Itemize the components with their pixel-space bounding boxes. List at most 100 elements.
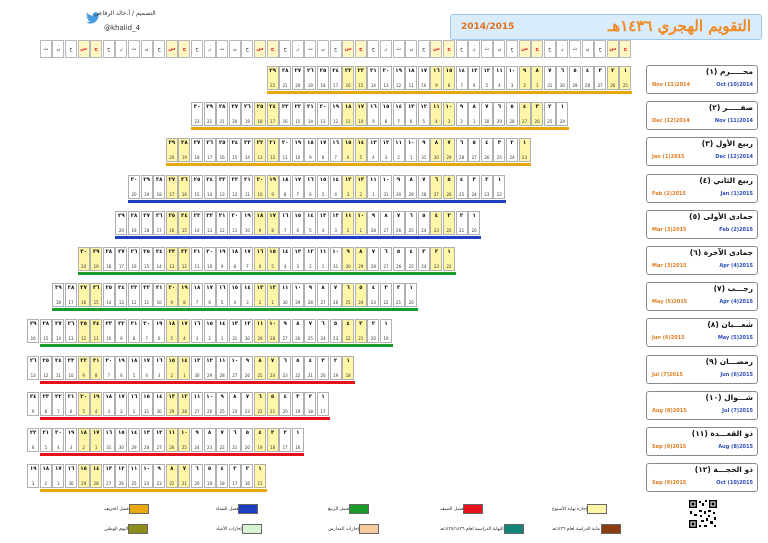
day-cell[interactable]: ٢٢ 9 (77, 355, 90, 380)
day-cell[interactable]: ٢٢ 13 (254, 138, 266, 163)
day-cell[interactable]: ٨ 25 (254, 355, 266, 380)
day-cell[interactable]: ١٢ 2 (304, 247, 317, 271)
day-cell[interactable]: ١٢ 3 (380, 138, 392, 163)
day-cell[interactable]: ٢٢ 15 (291, 102, 304, 127)
day-cell[interactable]: ٢٤ 13 (115, 283, 128, 308)
day-cell[interactable]: ١٩ 12 (329, 102, 342, 127)
day-cell[interactable]: ٩ 30 (342, 247, 355, 271)
day-cell[interactable]: ١٦ 3 (153, 355, 166, 380)
day-cell[interactable]: ١٨ 8 (279, 174, 292, 199)
day-cell[interactable]: ٣ 25 (493, 138, 506, 163)
day-cell[interactable]: ١٠ 24 (140, 464, 153, 489)
day-cell[interactable]: ٣ 27 (594, 66, 607, 90)
day-cell[interactable]: ٢٥ 16 (165, 210, 178, 235)
day-cell[interactable]: ١٧ 7 (291, 174, 304, 199)
day-cell[interactable]: ٢١ 8 (90, 355, 103, 380)
day-cell[interactable]: ٨ 29 (405, 174, 418, 199)
day-cell[interactable]: ١٣ 30 (191, 355, 203, 380)
day-cell[interactable]: ١٥ 8 (380, 102, 392, 127)
day-cell[interactable]: ٢ 21 (455, 210, 468, 235)
day-cell[interactable]: ٦ 29 (493, 102, 506, 127)
day-cell[interactable]: ٢٦ 19 (304, 66, 317, 90)
day-cell[interactable]: ١٩ 8 (178, 283, 191, 308)
day-cell[interactable]: ٦ 23 (279, 355, 292, 380)
day-cell[interactable]: ٨ 27 (380, 210, 392, 235)
day-cell[interactable]: ١٣ 6 (405, 102, 418, 127)
day-cell[interactable]: ١ 17 (317, 391, 329, 416)
day-cell[interactable]: ٢٥ 15 (191, 174, 203, 199)
day-cell[interactable]: ٣ 22 (380, 283, 392, 308)
day-cell[interactable]: ١ 19 (380, 319, 392, 344)
day-cell[interactable]: ٥ 19 (203, 464, 216, 489)
day-cell[interactable]: ٧ 22 (216, 428, 229, 452)
day-cell[interactable]: ١ 20 (468, 210, 481, 235)
day-cell[interactable]: ١٣ 29 (165, 391, 178, 416)
day-cell[interactable]: ١٣ 31 (228, 319, 241, 344)
day-cell[interactable]: ٦ 22 (254, 391, 266, 416)
day-cell[interactable]: ١٤ 29 (128, 428, 140, 452)
day-cell[interactable]: ٦ 27 (430, 174, 443, 199)
day-cell[interactable]: ٨ 22 (165, 464, 178, 489)
day-cell[interactable]: ١٢ 30 (241, 319, 254, 344)
day-cell[interactable]: ١٧ 10 (417, 66, 430, 90)
day-cell[interactable]: ٢ 17 (279, 428, 292, 452)
day-cell[interactable]: ١١ 29 (254, 319, 266, 344)
day-cell[interactable]: ٢٦ 17 (203, 138, 216, 163)
day-cell[interactable]: ١١ 30 (279, 283, 292, 308)
day-cell[interactable]: ٢٣ 10 (65, 355, 77, 380)
day-cell[interactable]: ٢٤ 14 (203, 174, 216, 199)
day-cell[interactable]: ٢٣ 10 (102, 319, 115, 344)
day-cell[interactable]: ٢٣ 16 (279, 102, 292, 127)
day-cell[interactable]: ٢٣ 12 (128, 283, 140, 308)
day-cell[interactable]: ١٥ 6 (342, 138, 355, 163)
day-cell[interactable]: ٣ 18 (266, 428, 279, 452)
day-cell[interactable]: ١٥ 2 (165, 355, 178, 380)
day-cell[interactable]: ١٧ 8 (317, 138, 329, 163)
day-cell[interactable]: ١٨ 3 (102, 391, 115, 416)
day-cell[interactable]: ١٥ 8 (443, 66, 455, 90)
day-cell[interactable]: ١٧ 2 (115, 391, 128, 416)
day-cell[interactable]: ٢٢ 12 (228, 174, 241, 199)
day-cell[interactable]: ٤ 27 (518, 102, 531, 127)
day-cell[interactable]: ٧ 21 (178, 464, 191, 489)
day-cell[interactable]: ٢٠ 7 (140, 319, 153, 344)
day-cell[interactable]: ١٧ 8 (266, 210, 279, 235)
day-cell[interactable]: ١٩ 3 (65, 428, 77, 452)
day-cell[interactable]: ٧ 25 (304, 319, 317, 344)
day-cell[interactable]: ١ 16 (291, 428, 304, 452)
day-cell[interactable]: ٤ 18 (216, 464, 229, 489)
day-cell[interactable]: ٤ 25 (455, 174, 468, 199)
day-cell[interactable]: ١٢ 3 (329, 210, 342, 235)
day-cell[interactable]: ١٠ 3 (443, 102, 455, 127)
day-cell[interactable]: ٧ 29 (443, 138, 455, 163)
day-cell[interactable]: ٥ 29 (569, 66, 581, 90)
day-cell[interactable]: ٢٧ 18 (191, 138, 203, 163)
day-cell[interactable]: ٢ 18 (304, 391, 317, 416)
day-cell[interactable]: ٤ 28 (581, 66, 594, 90)
day-cell[interactable]: ١٩ 10 (241, 210, 254, 235)
day-cell[interactable]: ١٨ 8 (228, 247, 241, 271)
day-cell[interactable]: ٢٦ 13 (27, 355, 40, 380)
day-cell[interactable]: ٢٠ 7 (102, 355, 115, 380)
day-cell[interactable]: ٢٨ 17 (65, 283, 77, 308)
day-cell[interactable]: ٢٣ 14 (191, 210, 203, 235)
day-cell[interactable]: ٧ 23 (241, 391, 254, 416)
day-cell[interactable]: ٧ 28 (367, 247, 380, 271)
day-cell[interactable]: ١٤ 7 (455, 66, 468, 90)
day-cell[interactable]: ٢ 23 (430, 247, 443, 271)
day-cell[interactable]: ١٣ 2 (254, 283, 266, 308)
day-cell[interactable]: ٢٧ 17 (165, 174, 178, 199)
day-cell[interactable]: ١ 22 (443, 247, 455, 271)
day-cell[interactable]: ١٩ 9 (216, 247, 229, 271)
day-cell[interactable]: ١٢ 2 (354, 174, 367, 199)
day-cell[interactable]: ٦ 25 (405, 210, 418, 235)
day-cell[interactable]: ٥ 26 (443, 174, 455, 199)
day-cell[interactable]: ٩ 23 (153, 464, 166, 489)
day-cell[interactable]: ١٦ 1 (128, 391, 140, 416)
day-cell[interactable]: ٢٤ 9 (27, 391, 40, 416)
day-cell[interactable]: ١١ 4 (493, 66, 506, 90)
day-cell[interactable]: ١٦ 9 (367, 102, 380, 127)
day-cell[interactable]: ١٦ 9 (430, 66, 443, 90)
day-cell[interactable]: ٣ 24 (468, 174, 481, 199)
